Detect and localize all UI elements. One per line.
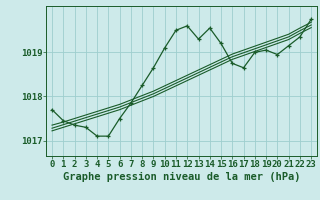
X-axis label: Graphe pression niveau de la mer (hPa): Graphe pression niveau de la mer (hPa) bbox=[63, 172, 300, 182]
